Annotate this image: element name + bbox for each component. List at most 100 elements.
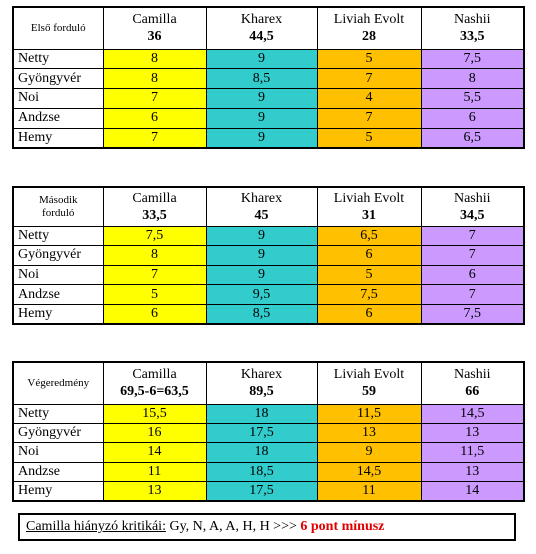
contestant-total: 33,5 <box>142 207 167 223</box>
score-cell: 6 <box>420 107 525 129</box>
contestant-name: Nashii <box>453 12 491 28</box>
contestant-header: Nashii 34,5 <box>420 186 525 227</box>
contestant-name: Nashii <box>453 367 491 383</box>
contestant-header: Liviah Evolt 31 <box>316 186 422 227</box>
score-cell: 17,5 <box>205 422 318 444</box>
table-label: Végeredmény <box>12 361 104 405</box>
contestant-name: Kharex <box>240 190 283 206</box>
contestant-header: Liviah Evolt 28 <box>316 6 422 50</box>
score-table: Második forduló Camilla 33,5 Kharex 45 Liviah… <box>12 186 525 325</box>
judge-name: Gyöngyvér <box>12 422 104 444</box>
table-label: Első forduló <box>12 6 104 50</box>
contestant-total: 89,5 <box>249 384 274 400</box>
score-row: Gyöngyvér 8 8,5 7 8 <box>12 68 525 90</box>
score-cell: 9 <box>205 264 318 286</box>
score-cell: 7 <box>316 68 422 90</box>
score-cell: 8 <box>102 245 207 266</box>
contestant-total: 59 <box>362 384 376 400</box>
score-cell: 7,5 <box>420 48 525 70</box>
label-text: Második forduló <box>39 193 78 219</box>
header-row: Végeredmény Camilla 69,5-6=63,5 Kharex 89,5 L… <box>12 361 525 405</box>
score-cell: 7 <box>102 264 207 286</box>
judge-name: Gyöngyvér <box>12 245 104 266</box>
score-cell: 8,5 <box>205 68 318 90</box>
score-row: Noi 7 9 5 6 <box>12 264 525 286</box>
judge-name: Netty <box>12 403 104 424</box>
contestant-header: Kharex 44,5 <box>205 6 318 50</box>
contestant-total: 69,5-6=63,5 <box>120 384 189 400</box>
score-row: Hemy 13 17,5 11 14 <box>12 481 525 502</box>
score-row: Netty 15,5 18 11,5 14,5 <box>12 403 525 424</box>
judge-name: Noi <box>12 264 104 286</box>
score-cell: 9 <box>205 48 318 70</box>
score-cell: 5 <box>316 127 422 149</box>
score-table: Első forduló Camilla 36 Kharex 44,5 Liviah Ev… <box>12 6 525 149</box>
contestant-name: Camilla <box>132 367 177 383</box>
score-row: Hemy 7 9 5 6,5 <box>12 127 525 149</box>
judge-name: Netty <box>12 48 104 70</box>
contestant-total: 36 <box>147 29 162 45</box>
contestant-header: Nashii 33,5 <box>420 6 525 50</box>
score-cell: 4 <box>316 88 422 109</box>
contestant-name: Kharex <box>240 12 283 28</box>
score-cell: 9 <box>205 107 318 129</box>
score-cell: 7,5 <box>420 303 525 325</box>
contestant-name: Liviah Evolt <box>333 367 405 383</box>
score-cell: 6 <box>316 303 422 325</box>
score-cell: 18,5 <box>205 461 318 483</box>
contestant-total: 33,5 <box>460 29 485 45</box>
footer-lead: Camilla hiányzó kritikái: <box>26 519 166 534</box>
score-cell: 13 <box>102 481 207 502</box>
score-row: Netty 8 9 5 7,5 <box>12 48 525 70</box>
contestant-name: Nashii <box>453 190 491 206</box>
score-cell: 14,5 <box>316 461 422 483</box>
contestant-header: Kharex 89,5 <box>205 361 318 405</box>
score-cell: 9 <box>205 245 318 266</box>
score-cell: 8 <box>102 68 207 90</box>
score-cell: 15,5 <box>102 403 207 424</box>
judge-name: Hemy <box>12 481 104 502</box>
contestant-name: Camilla <box>132 190 177 206</box>
score-cell: 7 <box>102 88 207 109</box>
score-cell: 5 <box>102 284 207 305</box>
score-row: Andzse 11 18,5 14,5 13 <box>12 461 525 483</box>
score-cell: 6,5 <box>420 127 525 149</box>
judge-name: Andzse <box>12 107 104 129</box>
contestant-name: Liviah Evolt <box>333 190 405 206</box>
score-row: Noi 7 9 4 5,5 <box>12 88 525 109</box>
contestant-header: Kharex 45 <box>205 186 318 227</box>
score-cell: 7 <box>420 225 525 247</box>
score-cell: 8 <box>102 48 207 70</box>
contestant-header: Nashii 66 <box>420 361 525 405</box>
score-cell: 16 <box>102 422 207 444</box>
contestant-total: 34,5 <box>460 207 485 223</box>
judge-name: Andzse <box>12 461 104 483</box>
contestant-header: Camilla 36 <box>102 6 207 50</box>
score-row: Netty 7,5 9 6,5 7 <box>12 225 525 247</box>
label-text: Végeredmény <box>27 376 90 389</box>
footer-items: Gy, N, A, A, H, H >>> <box>165 519 301 534</box>
score-cell: 14,5 <box>420 403 525 424</box>
judge-name: Noi <box>12 442 104 463</box>
score-cell: 7 <box>102 127 207 149</box>
header-row: Első forduló Camilla 36 Kharex 44,5 Liviah Ev… <box>12 6 525 50</box>
score-row: Andzse 6 9 7 6 <box>12 107 525 129</box>
score-cell: 5 <box>316 48 422 70</box>
contestant-header: Camilla 69,5-6=63,5 <box>102 361 207 405</box>
score-cell: 8,5 <box>205 303 318 325</box>
score-cell: 7 <box>316 107 422 129</box>
score-cell: 7,5 <box>102 225 207 247</box>
contestant-total: 66 <box>465 384 480 400</box>
score-row: Gyöngyvér 8 9 6 7 <box>12 245 525 266</box>
score-cell: 14 <box>420 481 525 502</box>
score-cell: 7,5 <box>316 284 422 305</box>
contestant-name: Camilla <box>132 12 177 28</box>
contestant-total: 31 <box>362 207 376 223</box>
score-cell: 13 <box>316 422 422 444</box>
judge-name: Noi <box>12 88 104 109</box>
footer-penalty: 6 pont mínusz <box>300 519 385 534</box>
score-cell: 9 <box>205 88 318 109</box>
contestant-total: 44,5 <box>249 29 274 45</box>
contestant-total: 28 <box>362 29 376 45</box>
